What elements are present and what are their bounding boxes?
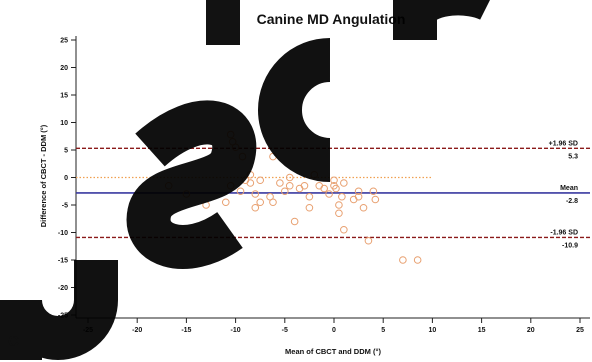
data-point [276,179,284,187]
data-point [164,181,173,190]
agreement-lines: +1.96 SD 5.3 Mean -2.8 -1.96 SD -10.9 [76,140,590,249]
mean-label: Mean [560,185,578,192]
y-tick-label: -25 [58,313,68,320]
x-tick-label: 15 [478,327,486,334]
data-point [399,256,407,264]
data-point [340,179,348,187]
data-point [226,181,235,190]
data-point [413,256,422,264]
data-point [226,130,235,139]
data-point [325,190,333,198]
x-tick-label: 20 [527,327,535,334]
x-tick-label: -5 [282,327,288,334]
data-points [164,130,422,264]
y-tick-label: 10 [60,120,68,127]
data-point [300,181,309,190]
data-point [332,184,340,193]
data-point [338,192,346,201]
upper-loa-label: +1.96 SD [549,140,578,147]
x-tick-label: 5 [381,327,385,334]
data-point [369,187,378,196]
data-point [285,181,294,190]
data-point [290,217,299,226]
data-point [281,187,289,196]
data-point [305,203,314,212]
y-tick-label: -5 [62,203,68,210]
data-point [335,209,343,218]
y-tick-label: -10 [58,230,68,237]
x-tick-label: 25 [576,327,584,334]
x-axis-label: Mean of CBCT and DDM (°) [285,347,381,356]
x-tick-label: -15 [181,327,191,334]
data-point [251,203,260,212]
data-point [305,192,314,201]
y-axis: -25 -20 -15 -10 -5 0 5 10 15 20 25 [58,38,76,320]
data-point [202,201,210,209]
data-point [354,192,363,201]
lower-loa-label: -1.96 SD [550,229,578,236]
y-tick-label: 20 [60,65,68,72]
y-tick-label: 25 [60,38,68,45]
x-tick-label: 0 [332,327,336,334]
data-point [364,236,373,245]
lower-loa-value: -10.9 [562,242,578,249]
data-point [256,176,265,185]
data-point [182,190,191,198]
data-point [359,203,368,212]
data-point [354,187,363,196]
x-axis: -25 -20 -15 -10 -5 0 5 10 15 20 25 [83,318,584,334]
data-point [231,143,240,152]
chart-title: Canine MD Angulation [257,11,406,27]
data-point [269,152,277,161]
x-tick-label: 10 [429,327,437,334]
y-tick-label: -15 [58,258,68,265]
upper-loa-value: 5.3 [568,153,578,160]
data-point [251,190,260,198]
data-point [340,225,348,234]
y-tick-label: 0 [64,175,68,182]
y-tick-label: 15 [60,93,68,100]
panel-label: C [8,333,19,350]
data-point [320,184,328,193]
y-tick-label: -20 [58,285,68,292]
data-point [269,198,277,207]
data-point [335,201,343,209]
data-point [256,198,265,207]
data-point [246,170,255,179]
x-tick-label: -10 [231,327,241,334]
data-point [221,198,230,207]
data-point [371,195,380,204]
y-axis-label: Difference of CBCT - DDM (°) [39,124,48,227]
mean-value: -2.8 [566,198,578,205]
x-tick-label: -25 [83,327,93,334]
data-point [238,152,247,161]
x-tick-label: -20 [132,327,142,334]
y-tick-label: 5 [64,148,68,155]
